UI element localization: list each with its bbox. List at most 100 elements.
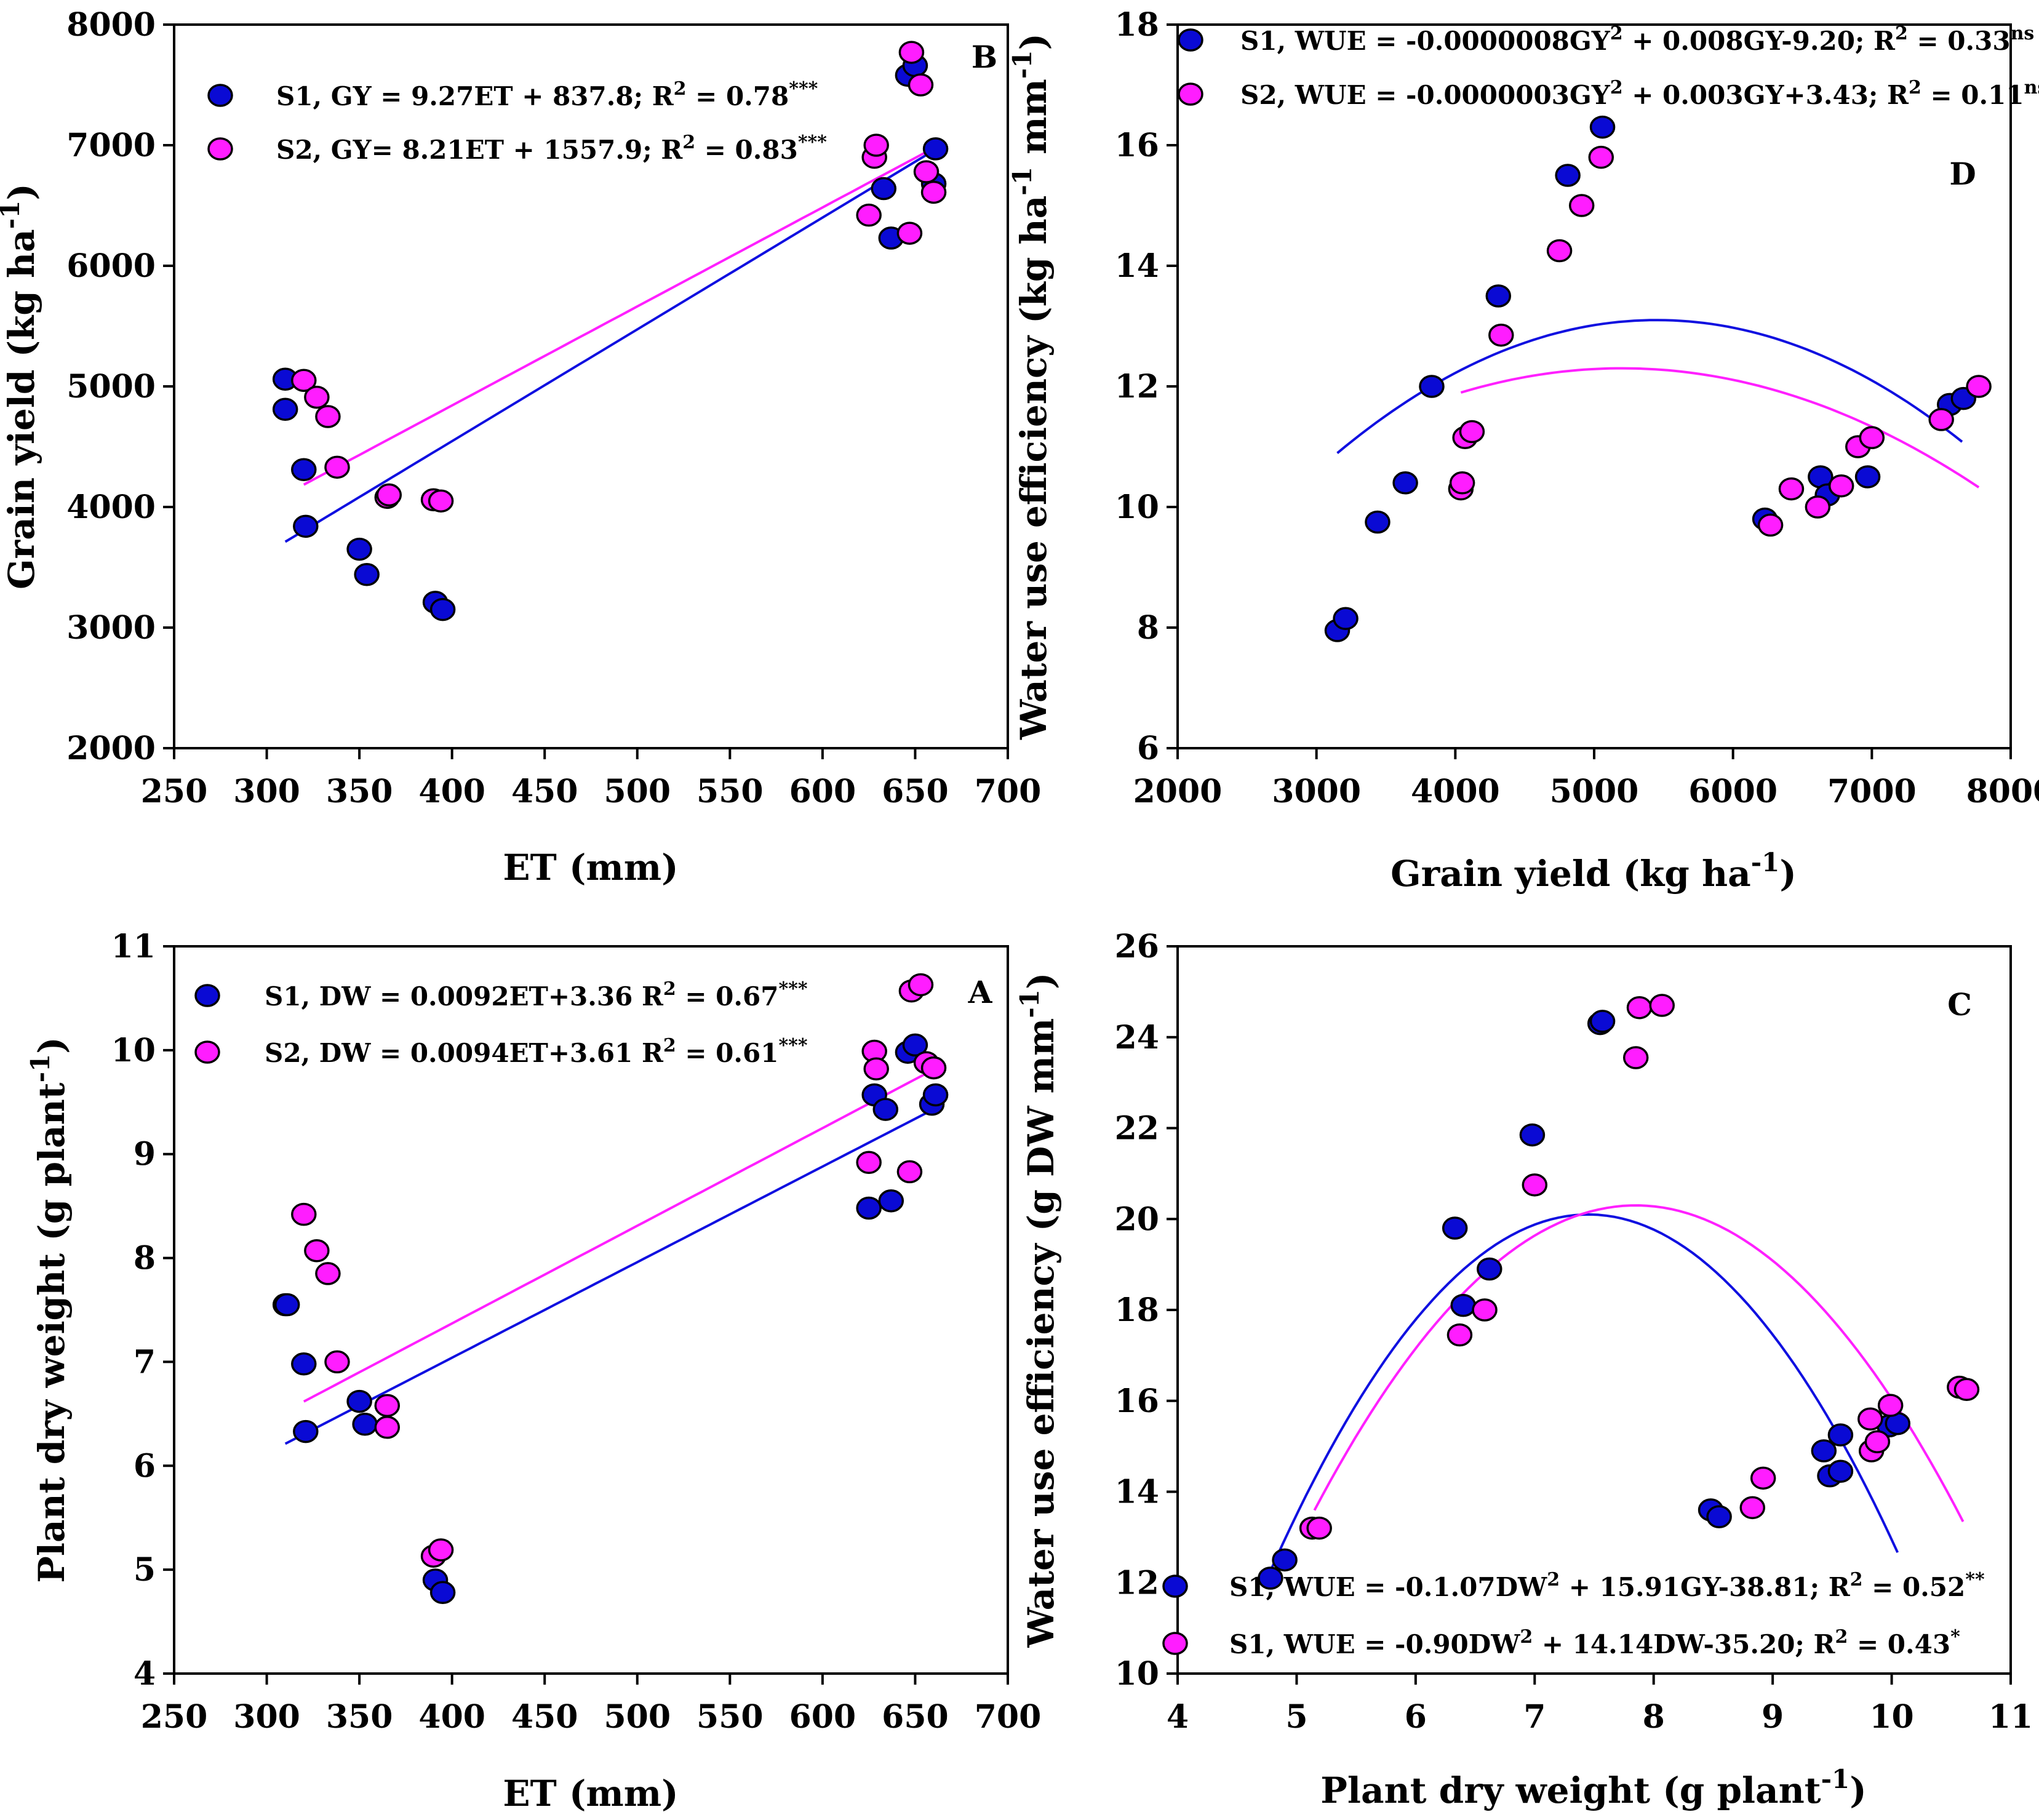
panel-letter: D [1949,156,1976,192]
data-point-s2 [1649,994,1675,1017]
data-point-s1 [1258,1567,1283,1590]
data-point-s1 [1442,1216,1468,1240]
data-point-s1 [871,177,897,201]
fit-line-s1 [284,147,938,543]
y-tick-label: 6 [134,1447,156,1485]
panel-b-grain-yield-vs-et: 250 300 350 400 450 500 550 600 650 700 2000 3000 40… [0,6,1041,888]
data-point-s2 [324,455,350,479]
x-tick-label: 600 [789,1698,856,1736]
data-point-s1 [354,563,380,586]
data-point-s2 [1306,1516,1332,1540]
data-point-s2 [896,222,923,245]
data-point-s1 [272,397,298,421]
x-tick-label: 11 [1989,1698,2033,1736]
panel-letter: A [968,974,993,1010]
legend-equation: S1, WUE = -0.0000008GY2 + 0.008GY-9.20; … [1240,23,2034,57]
y-tick-label: 20 [1115,1200,1159,1238]
x-tick-label: 550 [696,773,764,810]
x-tick-label: 350 [326,1698,393,1736]
legend-marker-s2 [194,1040,220,1064]
data-point-s2 [315,405,341,428]
data-point-s2 [291,369,317,392]
y-axis-label: Water use efficiency (g DW mm-1) [1015,973,1063,1648]
data-point-s1 [291,458,317,481]
x-tick-label: 500 [604,773,671,810]
x-tick-label: 450 [511,773,578,810]
y-tick-label: 11 [111,928,156,965]
panel-letter: B [972,39,997,75]
data-point-s2 [1966,375,1992,398]
x-tick-label: 700 [975,1698,1042,1736]
data-point-s1 [1827,1459,1854,1483]
x-tick-label: 3000 [1272,773,1361,810]
y-tick-label: 24 [1115,1019,1159,1056]
data-point-s1 [878,1189,904,1213]
y-tick-label: 12 [1115,1564,1159,1602]
data-point-s2 [908,73,934,97]
data-point-s1 [1485,284,1512,308]
data-point-s2 [1739,1496,1766,1520]
y-tick-label: 26 [1115,928,1159,965]
y-tick-label: 5 [134,1551,156,1589]
y-tick-label: 10 [111,1032,156,1069]
data-point-s2 [896,1160,923,1184]
y-tick-label: 8 [134,1240,156,1277]
data-point-s1 [1589,115,1616,139]
data-point-s1 [872,1098,899,1121]
data-point-s1 [1811,1439,1837,1463]
x-tick-label: 250 [141,773,208,810]
y-tick-label: 12 [1115,368,1159,405]
data-point-s2 [1953,1378,1980,1402]
legend-equation: S1, WUE = -0.1.07DW2 + 15.91GY-38.81; R2… [1229,1569,1985,1603]
data-point-s2 [428,489,454,513]
x-tick-label: 300 [233,773,300,810]
data-point-s2 [863,1057,889,1081]
x-axis-label: ET (mm) [503,847,678,888]
plot-frame [173,945,1009,1675]
x-tick-label: 6 [1405,1698,1427,1736]
data-point-s2 [1877,1394,1904,1417]
data-point-s2 [856,1151,882,1174]
data-point-s2 [920,180,947,204]
data-point-s2 [863,134,889,157]
x-tick-label: 250 [141,1698,208,1736]
legend-marker-s2 [1178,82,1203,106]
plot-frame [1176,945,2012,1675]
y-tick-label: 10 [1115,489,1159,526]
data-point-s2 [1472,1298,1498,1322]
data-point-s2 [291,1202,317,1226]
data-point-s2 [1864,1430,1891,1453]
data-point-s1 [1450,1293,1476,1317]
y-tick-label: 16 [1115,127,1159,164]
data-point-s1 [1272,1548,1298,1572]
x-axis-label: Plant dry weight (g plant-1) [1320,1764,1866,1812]
data-point-s1 [1706,1505,1732,1528]
y-tick-label: 9 [134,1136,156,1173]
data-point-s2 [1459,420,1485,444]
x-tick-label: 8000 [1966,773,2039,810]
data-point-s2 [374,1394,401,1418]
y-axis-label: Plant dry weight (g plant-1) [25,1037,73,1583]
fit-line-s2 [303,1066,938,1403]
y-tick-label: 22 [1115,1110,1159,1147]
x-tick-label: 4 [1167,1698,1189,1736]
x-tick-label: 9 [1762,1698,1784,1736]
data-point-s2 [1622,1046,1649,1069]
x-tick-label: 300 [233,1698,300,1736]
data-point-s2 [1859,426,1885,450]
y-tick-label: 4 [134,1655,156,1693]
legend-equation: S1, GY = 9.27ET + 837.8; R2 = 0.78*** [276,78,818,112]
data-point-s2 [1828,474,1854,498]
data-point-s1 [922,1083,949,1107]
y-tick-label: 6 [1137,730,1159,767]
data-point-s2 [920,1056,947,1080]
x-tick-label: 4000 [1411,773,1500,810]
x-tick-label: 550 [696,1698,764,1736]
data-point-s1 [1419,375,1445,398]
legend-equation: S1, DW = 0.0092ET+3.36 R2 = 0.67*** [265,978,808,1012]
x-tick-label: 6000 [1688,773,1778,810]
y-tick-label: 2000 [66,730,156,767]
x-tick-label: 8 [1643,1698,1665,1736]
x-tick-label: 450 [511,1698,578,1736]
